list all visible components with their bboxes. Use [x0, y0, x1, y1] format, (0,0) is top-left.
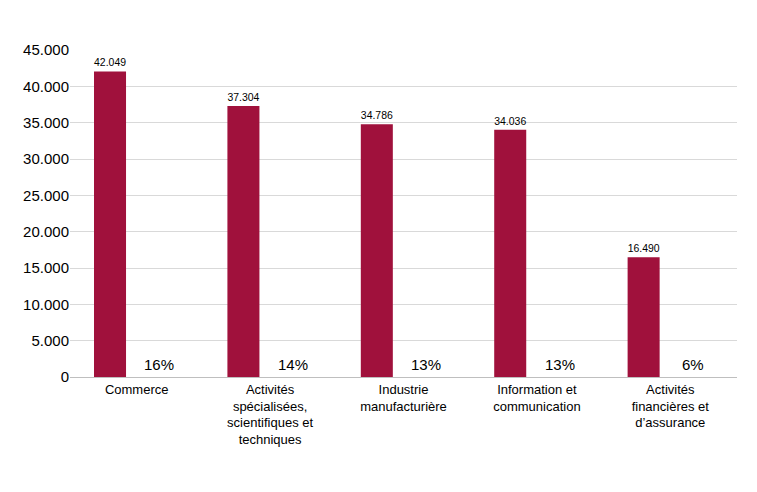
svg-text:14%: 14% — [278, 356, 308, 373]
svg-text:20.000: 20.000 — [23, 223, 69, 240]
svg-text:16%: 16% — [144, 356, 174, 373]
svg-text:25.000: 25.000 — [23, 187, 69, 204]
svg-text:34.036: 34.036 — [494, 116, 526, 127]
svg-text:40.000: 40.000 — [23, 78, 69, 95]
svg-text:34.786: 34.786 — [361, 110, 393, 121]
svg-text:15.000: 15.000 — [23, 259, 69, 276]
svg-text:Industriemanufacturière: Industriemanufacturière — [360, 382, 447, 414]
svg-text:Information etcommunication: Information etcommunication — [493, 382, 580, 414]
svg-text:0: 0 — [61, 368, 69, 385]
svg-text:Activitésfinancières etd’assur: Activitésfinancières etd’assurance — [632, 382, 710, 431]
svg-text:13%: 13% — [545, 356, 575, 373]
svg-text:37.304: 37.304 — [227, 92, 259, 103]
svg-text:6%: 6% — [682, 356, 704, 373]
svg-text:30.000: 30.000 — [23, 150, 69, 167]
svg-text:Commerce: Commerce — [105, 382, 169, 397]
svg-text:35.000: 35.000 — [23, 114, 69, 131]
svg-text:16.490: 16.490 — [628, 243, 660, 254]
svg-text:45.000: 45.000 — [23, 41, 69, 58]
svg-text:5.000: 5.000 — [31, 332, 69, 349]
svg-text:13%: 13% — [411, 356, 441, 373]
svg-text:Activitésspécialisées,scientif: Activitésspécialisées,scientifiques ette… — [227, 382, 313, 448]
svg-text:42.049: 42.049 — [94, 57, 126, 68]
svg-text:10.000: 10.000 — [23, 296, 69, 313]
